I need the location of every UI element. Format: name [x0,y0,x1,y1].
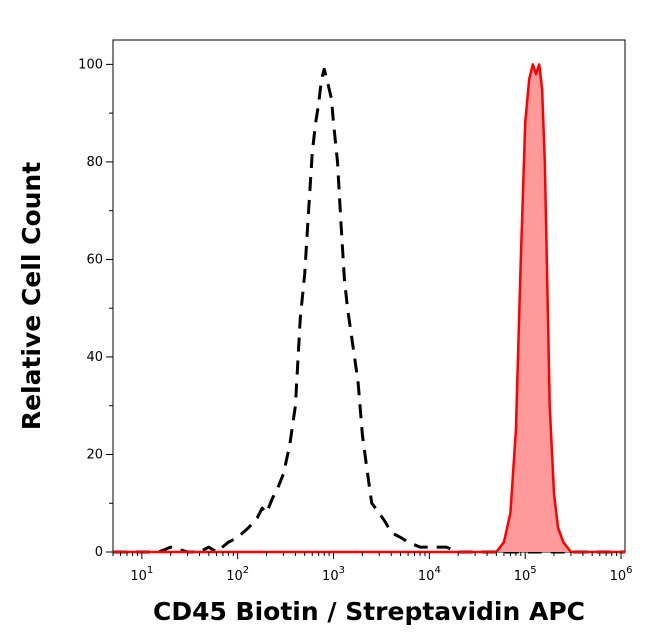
y-axis: 0 20 40 60 80 100 [78,57,113,560]
y-axis-title: Relative Cell Count [17,162,46,430]
series-layer [113,63,625,554]
y-tick-label: 60 [86,252,103,267]
series-0-line [113,67,625,554]
x-axis-title: CD45 Biotin / Streptavidin APC [153,597,585,626]
x-tick-label: 101 [130,565,153,584]
series-1-line [113,63,625,554]
x-tick-label: 106 [610,565,633,584]
y-tick-label: 40 [86,350,103,365]
y-tick-label: 0 [95,545,103,560]
series-1-area [113,64,625,553]
x-tick-label: 102 [226,565,249,584]
y-tick-label: 80 [86,155,103,170]
y-tick-label: 20 [86,447,103,462]
x-axis: 101 102 103 104 105 106 [112,552,633,584]
y-tick-label: 100 [78,57,103,72]
x-tick-label: 105 [514,565,537,584]
x-tick-label: 104 [418,565,441,584]
x-tick-label: 103 [322,565,345,584]
